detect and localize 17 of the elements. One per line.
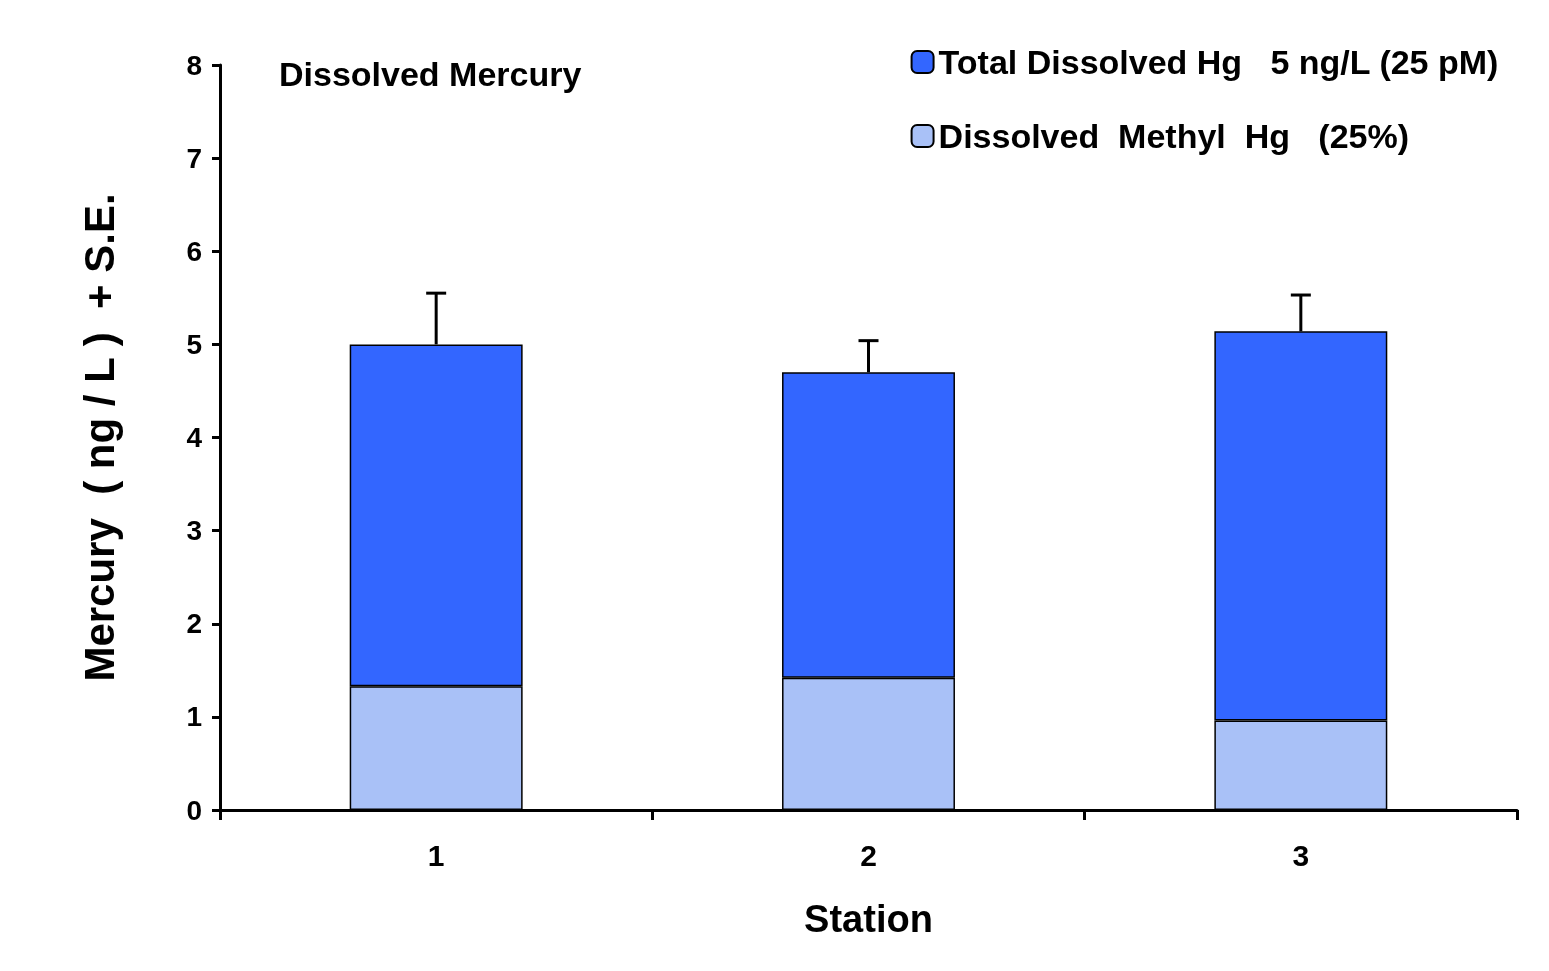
y-tick-label: 8 [186,49,202,81]
chart-title: Dissolved Mercury [279,55,582,93]
legend-label: Dissolved Methyl Hg (25%) [938,117,1410,155]
x-tick-label: 2 [860,838,877,872]
y-tick-label: 1 [186,701,202,733]
y-axis-title: Mercury ( ng / L ) + S.E. [75,193,123,682]
x-tick-label: 1 [427,838,445,872]
x-axis-title: Station [804,898,933,940]
y-tick-label: 3 [186,515,202,547]
y-tick-label: 7 [186,142,202,174]
y-tick-label: 5 [186,328,202,360]
y-tick-label: 4 [186,422,203,453]
x-tick-label: 3 [1292,838,1310,872]
y-tick-label: 0 [186,794,202,826]
y-tick-label: 6 [186,235,202,267]
y-tick-label: 2 [186,608,202,640]
legend-label: Total Dissolved Hg 5 ng/L (25 pM) [938,43,1499,81]
